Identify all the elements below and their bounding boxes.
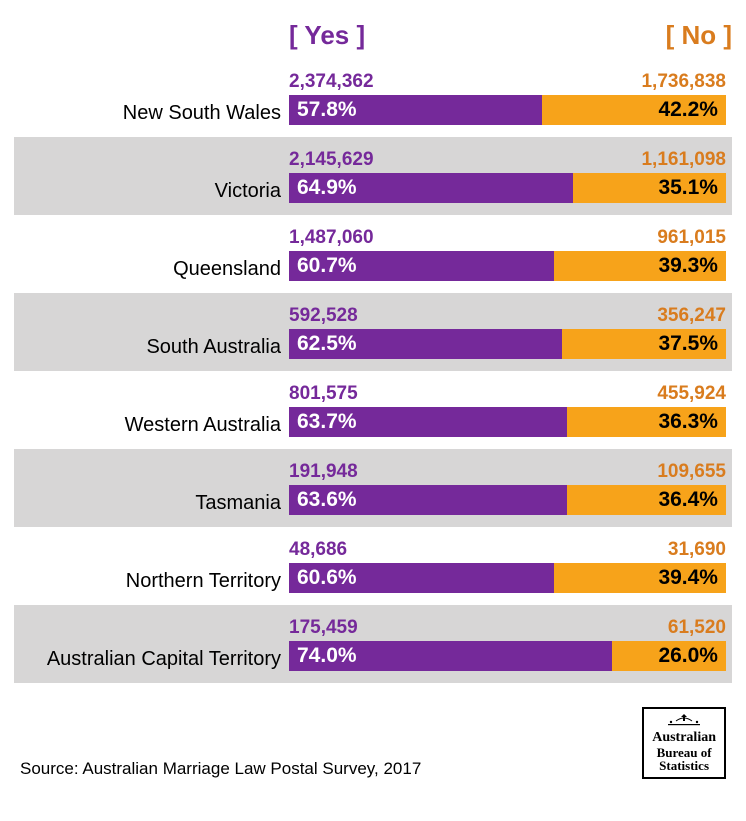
yes-count: 1,487,060 (289, 227, 374, 249)
row-label: Australian Capital Territory (14, 615, 289, 671)
no-bar-segment: 36.3% (567, 407, 726, 437)
no-count: 356,247 (358, 305, 726, 327)
yes-count: 801,575 (289, 383, 358, 405)
stacked-bar: 60.6%39.4% (289, 563, 726, 593)
header-labels: [ Yes ] [ No ] (289, 20, 732, 51)
no-bar-segment: 36.4% (567, 485, 726, 515)
yes-bar-segment: 62.5% (289, 329, 562, 359)
header-row: [ Yes ] [ No ] (14, 20, 732, 51)
yes-bar-segment: 63.6% (289, 485, 567, 515)
no-count: 1,161,098 (374, 149, 726, 171)
stacked-bar: 74.0%26.0% (289, 641, 726, 671)
row-bars: 48,68631,69060.6%39.4% (289, 539, 732, 593)
chart-row: Queensland1,487,060961,01560.7%39.3% (14, 215, 732, 293)
no-count: 961,015 (374, 227, 726, 249)
no-bar-segment: 37.5% (562, 329, 726, 359)
row-counts: 48,68631,690 (289, 539, 726, 561)
no-count: 455,924 (358, 383, 726, 405)
stacked-bar: 60.7%39.3% (289, 251, 726, 281)
row-counts: 801,575455,924 (289, 383, 726, 405)
no-count: 31,690 (347, 539, 726, 561)
chart-row: Australian Capital Territory175,45961,52… (14, 605, 732, 683)
row-label: Northern Territory (14, 537, 289, 593)
no-count: 109,655 (358, 461, 726, 483)
row-label: Victoria (14, 147, 289, 203)
abs-logo: Australian Bureau of Statistics (642, 707, 726, 779)
row-counts: 2,374,3621,736,838 (289, 71, 726, 93)
source-text: Source: Australian Marriage Law Postal S… (20, 759, 421, 779)
yes-bar-segment: 57.8% (289, 95, 542, 125)
yes-bar-segment: 63.7% (289, 407, 567, 437)
no-bar-segment: 39.4% (554, 563, 726, 593)
row-bars: 1,487,060961,01560.7%39.3% (289, 227, 732, 281)
row-bars: 592,528356,24762.5%37.5% (289, 305, 732, 359)
row-counts: 191,948109,655 (289, 461, 726, 483)
no-count: 1,736,838 (374, 71, 726, 93)
header-no-label: [ No ] (365, 20, 732, 51)
no-bar-segment: 26.0% (612, 641, 726, 671)
row-label: Western Australia (14, 381, 289, 437)
yes-count: 191,948 (289, 461, 358, 483)
abs-logo-line2: Bureau of (652, 746, 716, 760)
chart-row: Victoria2,145,6291,161,09864.9%35.1% (14, 137, 732, 215)
yes-count: 2,374,362 (289, 71, 374, 93)
yes-bar-segment: 64.9% (289, 173, 573, 203)
header-yes-label: [ Yes ] (289, 20, 365, 51)
no-bar-segment: 35.1% (573, 173, 726, 203)
survey-chart: [ Yes ] [ No ] New South Wales2,374,3621… (0, 0, 746, 795)
abs-logo-line1: Australian (652, 731, 716, 746)
stacked-bar: 57.8%42.2% (289, 95, 726, 125)
chart-row: Western Australia801,575455,92463.7%36.3… (14, 371, 732, 449)
abs-crest-icon (652, 713, 716, 731)
no-count: 61,520 (358, 617, 726, 639)
stacked-bar: 64.9%35.1% (289, 173, 726, 203)
chart-row: New South Wales2,374,3621,736,83857.8%42… (14, 59, 732, 137)
no-bar-segment: 39.3% (554, 251, 726, 281)
yes-bar-segment: 74.0% (289, 641, 612, 671)
row-bars: 175,45961,52074.0%26.0% (289, 617, 732, 671)
row-counts: 175,45961,520 (289, 617, 726, 639)
chart-rows: New South Wales2,374,3621,736,83857.8%42… (14, 59, 732, 683)
row-bars: 801,575455,92463.7%36.3% (289, 383, 732, 437)
row-bars: 2,374,3621,736,83857.8%42.2% (289, 71, 732, 125)
row-counts: 592,528356,247 (289, 305, 726, 327)
row-label: Tasmania (14, 459, 289, 515)
yes-count: 2,145,629 (289, 149, 374, 171)
yes-bar-segment: 60.6% (289, 563, 554, 593)
chart-row: Northern Territory48,68631,69060.6%39.4% (14, 527, 732, 605)
chart-row: South Australia592,528356,24762.5%37.5% (14, 293, 732, 371)
yes-count: 175,459 (289, 617, 358, 639)
abs-logo-line3: Statistics (652, 759, 716, 773)
yes-bar-segment: 60.7% (289, 251, 554, 281)
row-label: South Australia (14, 303, 289, 359)
row-counts: 1,487,060961,015 (289, 227, 726, 249)
stacked-bar: 63.6%36.4% (289, 485, 726, 515)
yes-count: 48,686 (289, 539, 347, 561)
row-counts: 2,145,6291,161,098 (289, 149, 726, 171)
stacked-bar: 63.7%36.3% (289, 407, 726, 437)
row-bars: 191,948109,65563.6%36.4% (289, 461, 732, 515)
row-bars: 2,145,6291,161,09864.9%35.1% (289, 149, 732, 203)
row-label: New South Wales (14, 69, 289, 125)
no-bar-segment: 42.2% (542, 95, 726, 125)
chart-footer: Source: Australian Marriage Law Postal S… (14, 683, 732, 783)
chart-row: Tasmania191,948109,65563.6%36.4% (14, 449, 732, 527)
yes-count: 592,528 (289, 305, 358, 327)
stacked-bar: 62.5%37.5% (289, 329, 726, 359)
row-label: Queensland (14, 225, 289, 281)
